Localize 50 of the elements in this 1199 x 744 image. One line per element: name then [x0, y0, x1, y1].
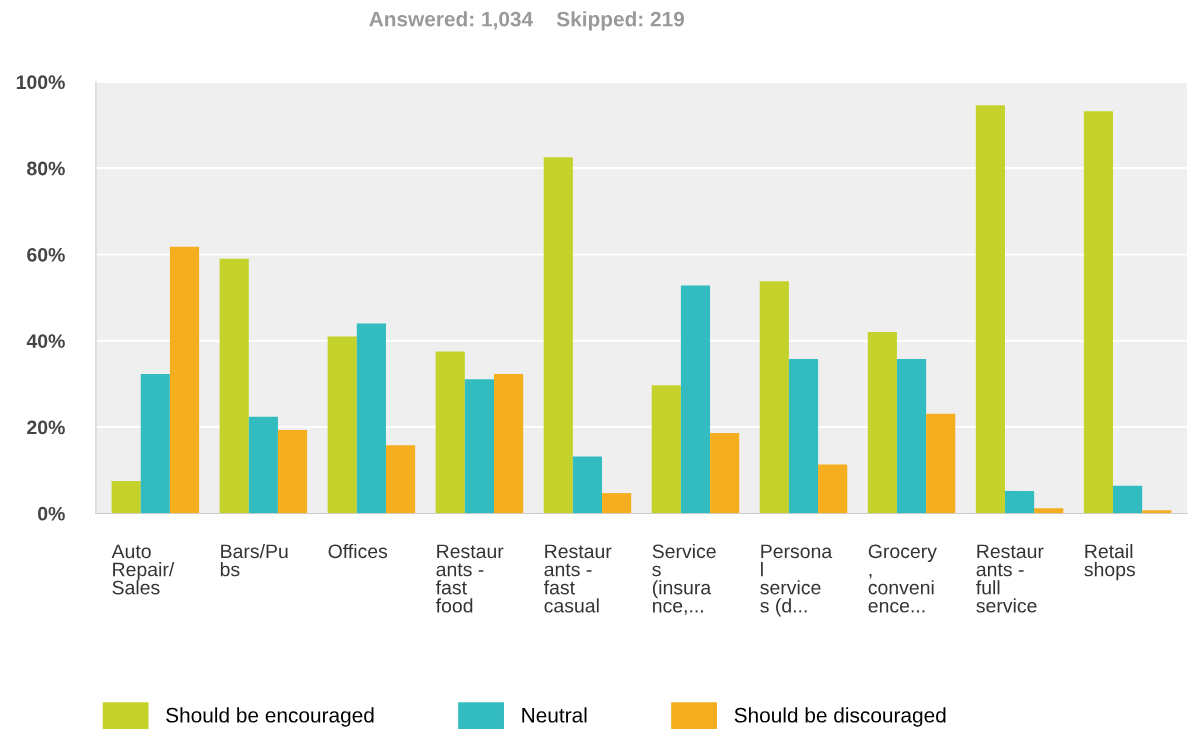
bar — [710, 433, 740, 514]
bar — [818, 464, 848, 514]
bar — [651, 385, 681, 514]
y-tick-label: 0% — [38, 506, 65, 521]
bar — [1004, 490, 1035, 514]
y-tick-label: 80% — [27, 161, 65, 176]
bar — [680, 285, 711, 514]
bar — [140, 373, 170, 514]
bar — [788, 358, 819, 514]
x-tick-label: Bars/Pu bs — [220, 543, 288, 577]
bar — [494, 373, 524, 514]
bar — [169, 246, 200, 514]
bar — [277, 430, 308, 514]
bar — [385, 445, 416, 514]
bar — [926, 413, 956, 514]
x-tick-label: Retail shops — [1084, 543, 1136, 581]
legend-label: Neutral — [522, 707, 587, 723]
x-tick-label: Restaur ants - fast casual — [543, 544, 612, 613]
y-tick-label: 60% — [27, 247, 65, 262]
bar — [867, 332, 897, 514]
bar — [219, 258, 249, 514]
x-tick-label: Service s (insura nce,... — [652, 543, 716, 615]
bar — [1142, 510, 1172, 514]
bar — [896, 358, 927, 514]
legend-label: Should be encouraged — [166, 707, 374, 727]
bar — [356, 323, 386, 514]
x-tick-label: Restaur ants - full service — [976, 544, 1044, 613]
bar — [543, 157, 573, 514]
bar — [464, 379, 495, 514]
chart-title: Answered: 1,034 Skipped: 219 — [369, 11, 685, 31]
legend-label: Should be discouraged — [734, 707, 946, 727]
bar — [572, 456, 603, 514]
bar — [975, 105, 1005, 514]
x-tick-label: Auto Repair/ Sales — [111, 544, 175, 595]
x-tick-label: Offices — [328, 543, 388, 559]
x-tick-label: Grocery , conveni ence... — [868, 544, 937, 613]
y-tick-label: 100% — [16, 75, 65, 90]
bar — [759, 281, 789, 514]
bar — [435, 351, 465, 514]
bar — [1034, 508, 1064, 514]
bar — [327, 336, 357, 514]
bar — [111, 481, 141, 514]
y-tick-label: 40% — [26, 334, 65, 348]
bar — [248, 416, 278, 514]
bar — [1083, 111, 1114, 514]
bar — [1113, 485, 1143, 514]
x-tick-label: Restaur ants - fast food — [435, 544, 504, 613]
bar — [602, 493, 632, 514]
x-tick-label: Persona l service s (d... — [760, 544, 833, 617]
y-tick-label: 20% — [27, 420, 65, 435]
